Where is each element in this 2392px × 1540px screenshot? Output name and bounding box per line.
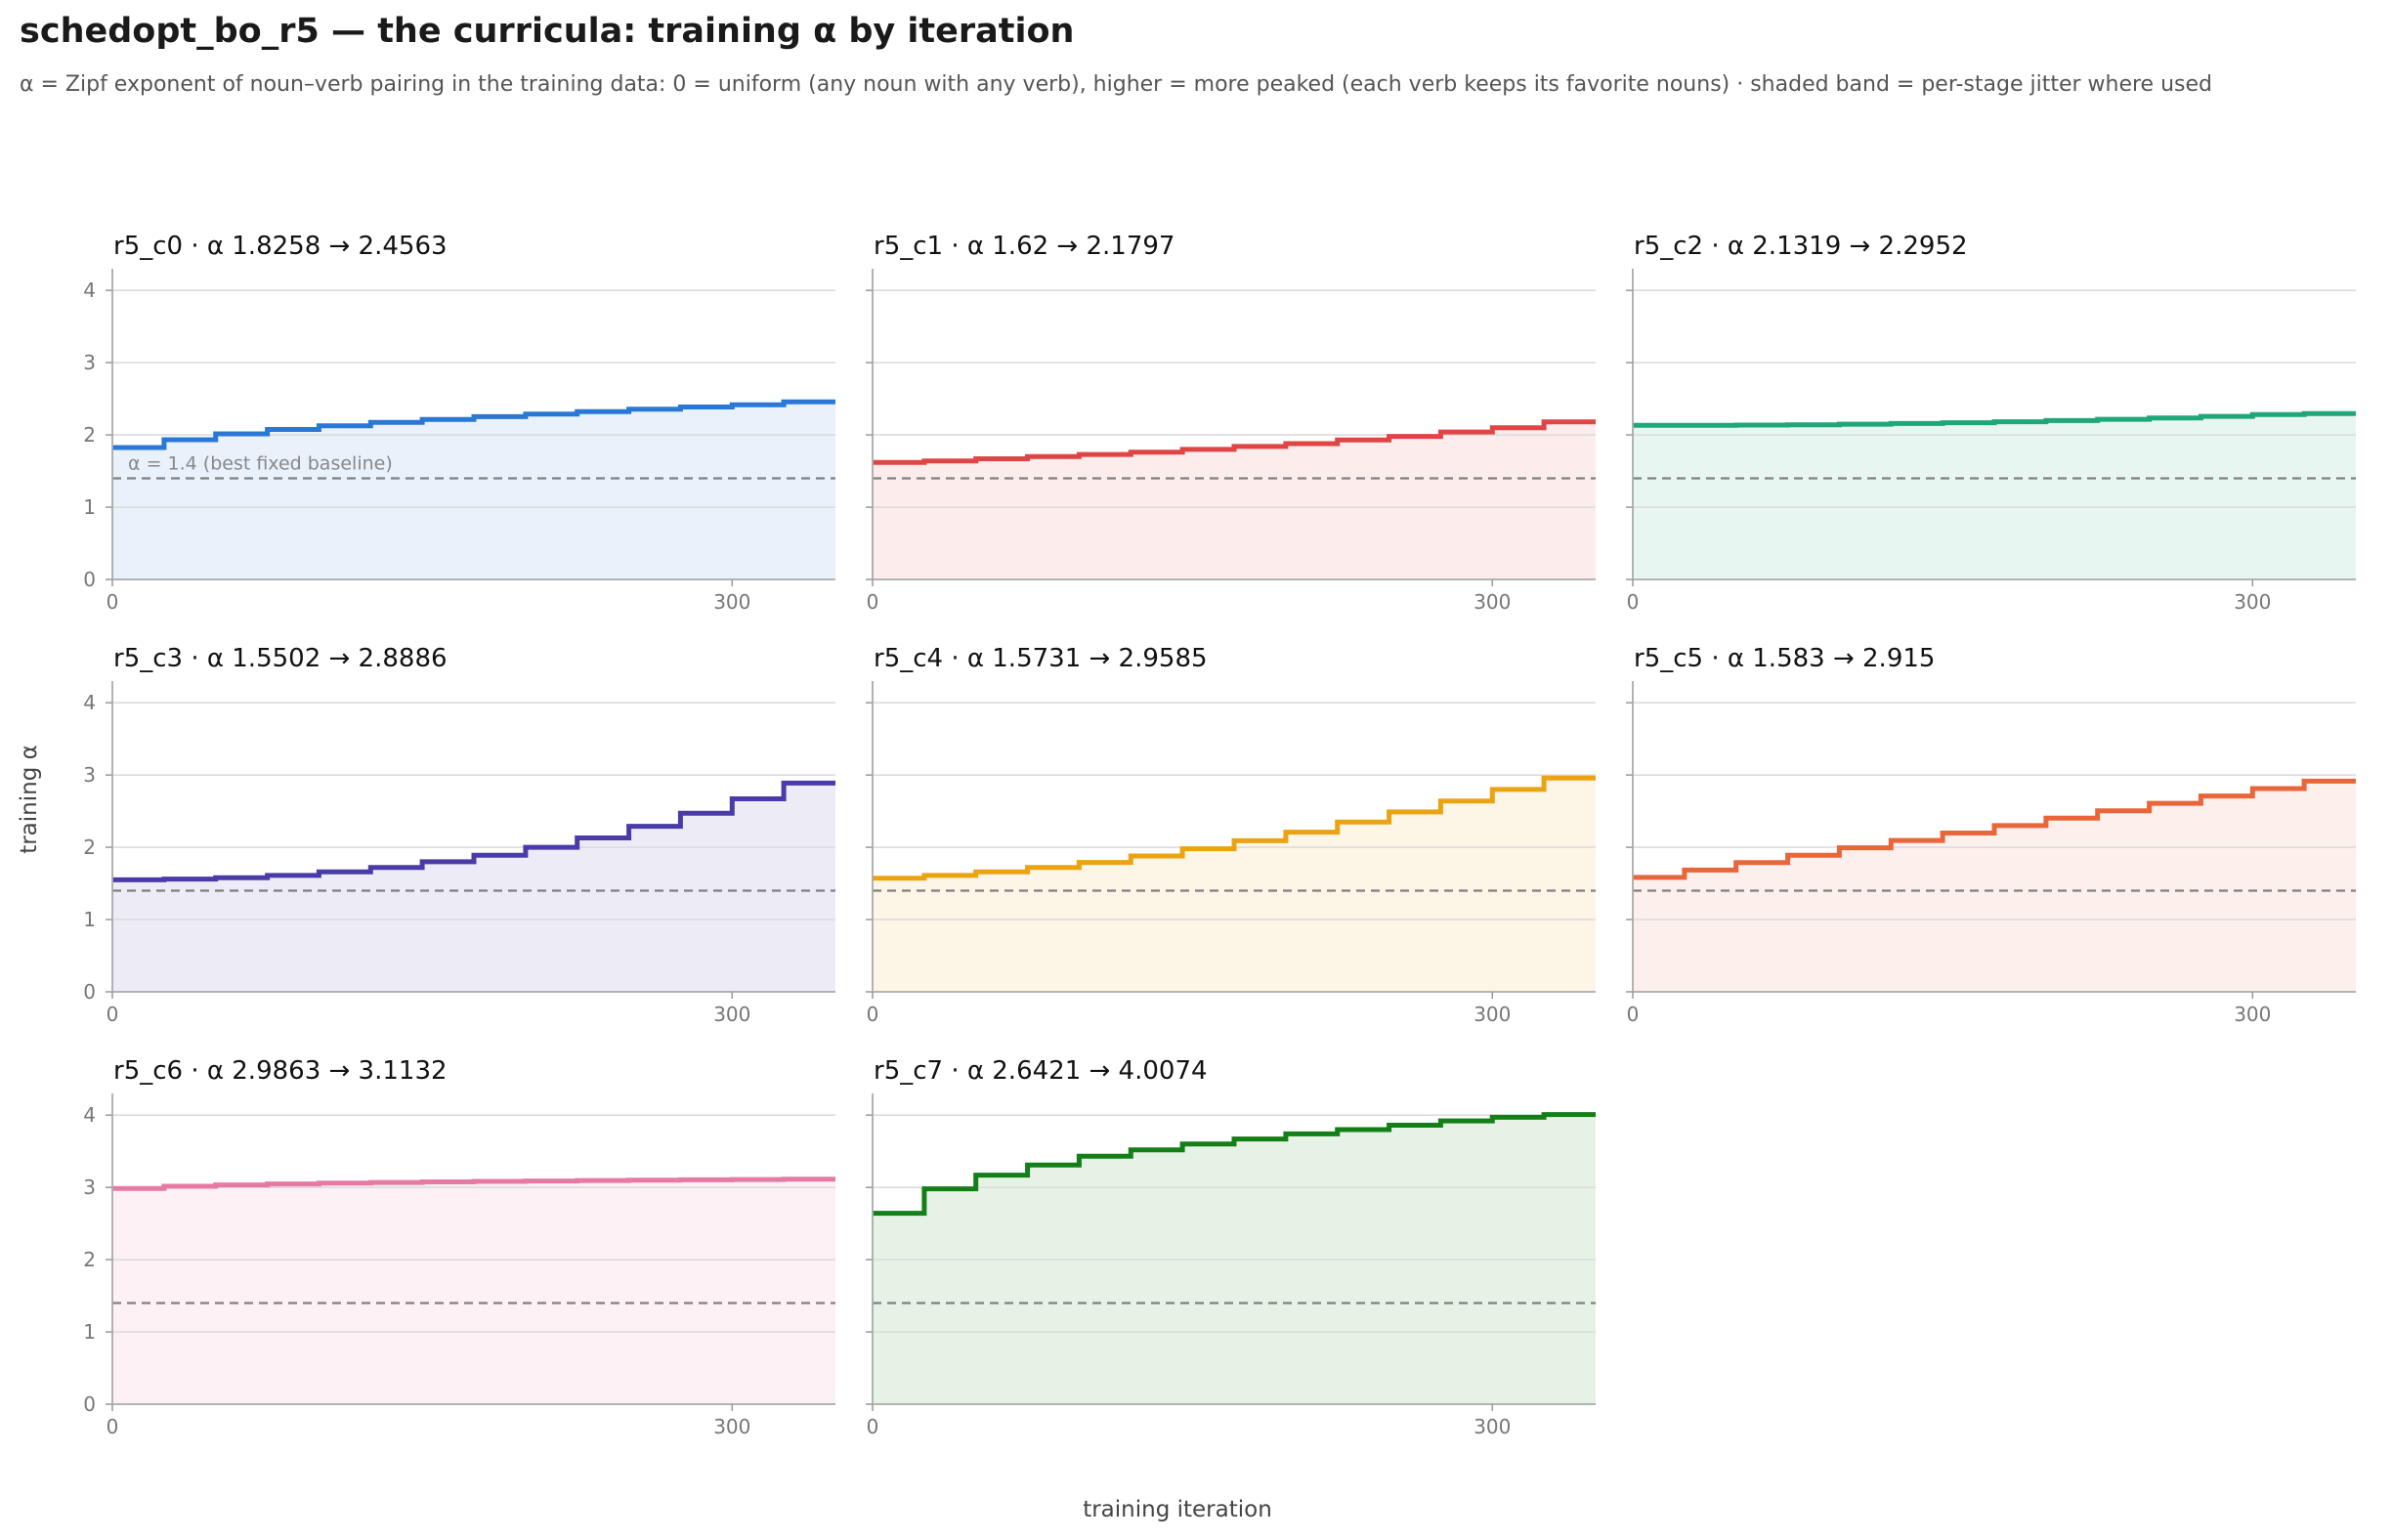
- y-tick-label: 2: [83, 835, 96, 859]
- area-fill-r5_c1: [873, 421, 1596, 579]
- y-tick-label: 3: [83, 351, 96, 374]
- x-tick-label: 0: [867, 1415, 879, 1438]
- x-tick-label: 300: [2234, 590, 2271, 614]
- area-fill-r5_c6: [112, 1178, 835, 1404]
- x-tick-label: 0: [107, 590, 119, 614]
- panel-title-r5_c7: r5_c7 · α 2.6421 → 4.0074: [874, 1056, 1208, 1086]
- series-line-r5_c4: [873, 775, 1596, 881]
- chart-title: schedopt_bo_r5 — the curricula: training…: [20, 12, 1075, 51]
- panel-r5_c7: 0 300 r5_c7 · α 2.6421 → 4.0074: [866, 1056, 1596, 1438]
- panel-r5_c2: 0 300 r5_c2 · α 2.1319 → 2.2952: [1626, 232, 2356, 614]
- x-tick-label: 0: [107, 1003, 119, 1026]
- x-tick-label: 300: [713, 1003, 750, 1026]
- y-tick-label: 2: [83, 423, 96, 447]
- area-fill-r5_c3: [112, 783, 835, 992]
- panel-title-r5_c1: r5_c1 · α 1.62 → 2.1797: [874, 232, 1175, 261]
- baseline-annotation: α = 1.4 (best fixed baseline): [128, 452, 393, 474]
- y-tick-label: 1: [83, 495, 96, 519]
- x-tick-label: 0: [107, 1415, 119, 1438]
- y-tick-label: 1: [83, 908, 96, 931]
- x-axis-label: training iteration: [1083, 1497, 1272, 1522]
- series-line-r5_c2: [1633, 410, 2356, 428]
- series-line-r5_c0: [112, 399, 835, 450]
- x-tick-label: 0: [1627, 1003, 1640, 1026]
- y-tick-label: 4: [83, 691, 96, 714]
- panel-title-r5_c3: r5_c3 · α 1.5502 → 2.8886: [113, 644, 448, 673]
- panel-title-r5_c4: r5_c4 · α 1.5731 → 2.9585: [874, 644, 1208, 673]
- panel-title-r5_c5: r5_c5 · α 1.583 → 2.915: [1634, 644, 1935, 673]
- x-tick-label: 300: [713, 1415, 750, 1438]
- panel-title-r5_c6: r5_c6 · α 2.9863 → 3.1132: [113, 1056, 448, 1086]
- area-fill-r5_c5: [1633, 781, 2356, 992]
- y-tick-label: 4: [83, 1103, 96, 1127]
- area-fill-r5_c4: [873, 778, 1596, 992]
- panel-title-r5_c0: r5_c0 · α 1.8258 → 2.4563: [113, 232, 448, 261]
- y-tick-label: 0: [83, 1392, 96, 1416]
- y-tick-label: 4: [83, 278, 96, 302]
- y-tick-label: 3: [83, 1176, 96, 1199]
- y-tick-label: 3: [83, 763, 96, 787]
- x-tick-label: 300: [1474, 1003, 1511, 1026]
- panel-r5_c4: 0 300 r5_c4 · α 1.5731 → 2.9585: [866, 644, 1596, 1026]
- panel-r5_c5: 0 300 r5_c5 · α 1.583 → 2.915: [1626, 644, 2356, 1026]
- x-tick-label: 300: [1474, 1415, 1511, 1438]
- x-tick-label: 0: [867, 590, 879, 614]
- panel-r5_c6: 0 1 2 3 4 0 300 r5_c6 · α 2.9863 → 3.1132: [83, 1056, 835, 1438]
- series-line-r5_c5: [1633, 778, 2356, 880]
- panel-title-r5_c2: r5_c2 · α 2.1319 → 2.2952: [1634, 232, 1968, 261]
- area-fill-r5_c0: [112, 402, 835, 579]
- y-tick-label: 2: [83, 1248, 96, 1271]
- y-tick-label: 0: [83, 980, 96, 1004]
- x-tick-label: 300: [2234, 1003, 2271, 1026]
- y-tick-label: 0: [83, 568, 96, 591]
- series-line-r5_c6: [112, 1176, 835, 1191]
- panel-r5_c1: 0 300 r5_c1 · α 1.62 → 2.1797: [866, 232, 1596, 614]
- area-fill-r5_c2: [1633, 413, 2356, 579]
- panel-r5_c3: 0 1 2 3 4 0 300 r5_c3 · α 1.5502 → 2.8886: [83, 644, 835, 1026]
- series-line-r5_c1: [873, 419, 1596, 465]
- y-tick-label: 1: [83, 1320, 96, 1344]
- series-line-r5_c3: [112, 780, 835, 882]
- x-tick-label: 0: [1627, 590, 1640, 614]
- series-line-r5_c7: [873, 1112, 1596, 1217]
- x-tick-label: 300: [713, 590, 750, 614]
- x-tick-label: 300: [1474, 590, 1511, 614]
- panel-r5_c0: 0 1 2 3 4 α = 1.4 (best fixed baseline) 0 300 r5…: [83, 232, 835, 614]
- chart-subtitle: α = Zipf exponent of noun–verb pairing i…: [20, 72, 2212, 97]
- x-tick-label: 0: [867, 1003, 879, 1026]
